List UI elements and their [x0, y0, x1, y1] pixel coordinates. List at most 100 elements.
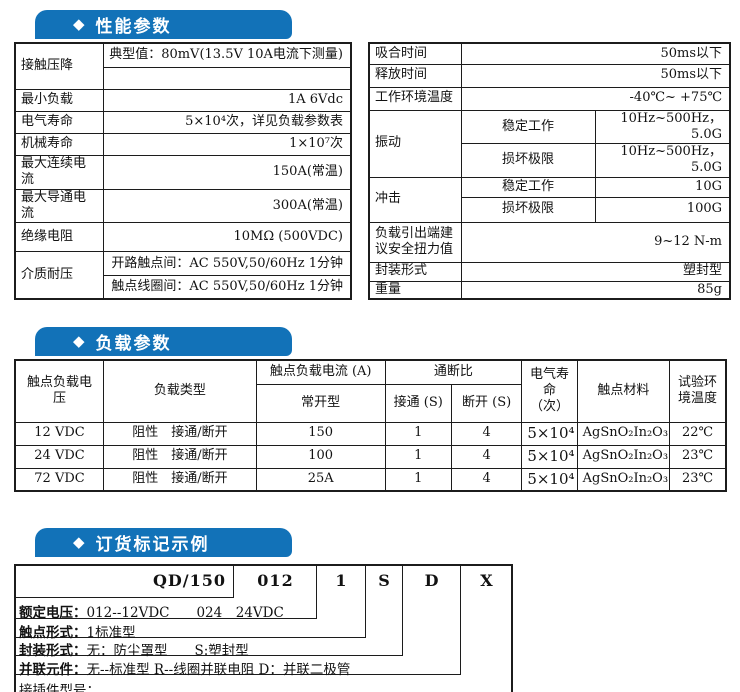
order-box-parallel [14, 564, 461, 675]
param-label: 最大导通电流 [14, 188, 104, 224]
cell-life: 5×10⁴ [521, 444, 578, 469]
cell-on: 1 [384, 421, 452, 446]
section-order: ◆ 订货标记示例 QD/150 012 1 S D X 额定电压：012--12… [14, 519, 727, 692]
column-header: 触点负载电流 (A) [255, 359, 386, 385]
performance-header-bar: ◆ 性能参数 [35, 1, 292, 39]
order-line-label: 封装形式： [19, 643, 87, 659]
table-header-row: 触点负载电压 负载类型 触点负载电流 (A) 通断比 电气寿命（次） 触点材料 … [14, 359, 727, 423]
diamond-icon: ◆ [73, 15, 85, 33]
deco-diamond-icon [217, 318, 240, 341]
param-sublabel: 稳定工作 [460, 109, 596, 144]
param-label: 冲击 [368, 176, 462, 223]
param-label: 最小负载 [14, 88, 104, 112]
diamond-icon: ◆ [73, 533, 85, 551]
load-header-bar: ◆ 负载参数 [35, 318, 292, 356]
param-value: 10MΩ (500VDC) [102, 222, 352, 253]
diamond-icon: ◆ [73, 332, 85, 350]
param-value: 50ms以下 [460, 42, 731, 65]
param-label: 介质耐压 [14, 251, 104, 300]
table-row: 损坏极限 100G [369, 196, 731, 223]
cell-temp: 22℃ [669, 421, 727, 446]
column-header: 断开 (S) [450, 383, 523, 423]
part-number-voltage: 012 [257, 571, 294, 590]
order-box-model [14, 564, 234, 598]
order-line-parallel: 并联元件：无--标准型 R--线圈并联电阻 D：并联二极管 [19, 658, 350, 678]
param-label: 机械寿命 [14, 132, 104, 156]
order-line-value: 无：防尘罩型 S:塑封型 [86, 643, 249, 659]
order-box-connector [14, 564, 513, 692]
table-row: 振动 稳定工作 10Hz~500Hz， 5.0G [368, 109, 731, 178]
param-label: 释放时间 [368, 63, 462, 88]
param-value: 10G [594, 176, 731, 198]
param-label: 最大连续电流 [14, 154, 104, 190]
performance-table-left: 接触压降 典型值：80mV(13.5V 10A电流下测量) 最小负载 1A 6V… [14, 42, 352, 300]
order-box-seal [14, 564, 403, 656]
column-header: 触点负载电压 [14, 359, 104, 423]
param-label: 接触压降 [14, 42, 104, 90]
cell-material: AgSnO₂In₂O₃ [576, 467, 671, 492]
table-row: 24 VDC 阻性 接通/断开 100 1 4 5×10⁴ AgSnO₂In₂O… [14, 444, 727, 469]
table-header-row: 常开型 接通 (S) 断开 (S) [15, 383, 726, 423]
cell-temp: 23℃ [669, 444, 727, 469]
table-row: 72 VDC 阻性 接通/断开 25A 1 4 5×10⁴ AgSnO₂In₂O… [14, 467, 727, 492]
order-line-label: 额定电压： [19, 605, 87, 621]
order-line-label: 接插件型号： [19, 683, 100, 692]
table-row: 损坏极限 10Hz~500Hz， 5.0G [369, 143, 731, 178]
table-row: 绝缘电阻 10MΩ (500VDC) [14, 222, 352, 253]
param-label: 电气寿命 [14, 110, 104, 134]
param-sublabel: 稳定工作 [460, 176, 596, 198]
param-label: 重量 [368, 280, 462, 300]
table-row: 封装形式 塑封型 [368, 261, 731, 282]
param-value: 1×10⁷次 [102, 132, 352, 156]
param-sublabel: 损坏极限 [460, 196, 596, 223]
cell-off: 4 [450, 467, 523, 492]
part-number-connector: X [480, 571, 494, 590]
param-label: 负载引出端建议安全扭力值 [368, 221, 462, 263]
column-header: 接通 (S) [384, 383, 452, 423]
param-value: 塑封型 [460, 261, 731, 282]
order-box-contact [14, 564, 366, 638]
load-table: 触点负载电压 负载类型 触点负载电流 (A) 通断比 电气寿命（次） 触点材料 … [14, 359, 727, 492]
param-label: 绝缘电阻 [14, 222, 104, 253]
param-value: 100G [594, 196, 731, 223]
param-sublabel: 损坏极限 [460, 143, 596, 178]
part-number-seal: S [378, 571, 391, 590]
order-code-diagram: QD/150 012 1 S D X 额定电压：012--12VDC 024 2… [14, 564, 514, 692]
cell-life: 5×10⁴ [521, 467, 578, 492]
column-header: 试验环境温度 [669, 359, 727, 423]
cell-current: 25A [255, 467, 386, 492]
table-row: 12 VDC 阻性 接通/断开 150 1 4 5×10⁴ AgSnO₂In₂O… [14, 421, 727, 446]
param-label: 封装形式 [368, 261, 462, 282]
cell-load-type: 阻性 接通/断开 [102, 467, 257, 492]
param-value: -40℃~ +75℃ [460, 86, 731, 111]
table-row: 最小负载 1A 6Vdc [14, 88, 352, 112]
deco-diamond-icon [217, 519, 240, 542]
table-row: 重量 85g [368, 280, 731, 300]
performance-table-right: 吸合时间 50ms以下 释放时间 50ms以下 工作环境温度 -40℃~ +75… [368, 42, 732, 300]
table-row: 介质耐压 开路触点间：AC 550V,50/60Hz 1分钟 [14, 251, 352, 300]
column-header: 触点材料 [576, 359, 671, 423]
param-label: 吸合时间 [368, 42, 462, 65]
param-value: 10Hz~500Hz， 5.0G [594, 143, 731, 178]
table-row: 吸合时间 50ms以下 [368, 42, 731, 65]
order-line-contact: 触点形式：1标准型 [19, 621, 136, 641]
cell-temp: 23℃ [669, 467, 727, 492]
order-line-value: 无--标准型 R--线圈并联电阻 D：并联二极管 [86, 662, 351, 678]
param-value: 300A(常温) [102, 188, 352, 224]
table-row: 工作环境温度 -40℃~ +75℃ [368, 86, 731, 111]
param-label: 工作环境温度 [368, 86, 462, 111]
param-value: 9~12 N-m [460, 221, 731, 263]
cell-on: 1 [384, 444, 452, 469]
cell-load-type: 阻性 接通/断开 [102, 444, 257, 469]
cell-load-type: 阻性 接通/断开 [102, 421, 257, 446]
table-row: 电气寿命 5×10⁴次，详见负载参数表 [14, 110, 352, 134]
table-row: 最大导通电流 300A(常温) [14, 188, 352, 224]
cell-life: 5×10⁴ [521, 421, 578, 446]
table-row: 最大连续电流 150A(常温) [14, 154, 352, 190]
order-line-value: 012--12VDC 024 24VDC [86, 605, 284, 621]
param-value: 1A 6Vdc [102, 88, 352, 112]
section-title: 订货标记示例 [95, 535, 210, 555]
param-value: 10Hz~500Hz， 5.0G [594, 109, 731, 144]
column-header: 负载类型 [102, 359, 257, 423]
